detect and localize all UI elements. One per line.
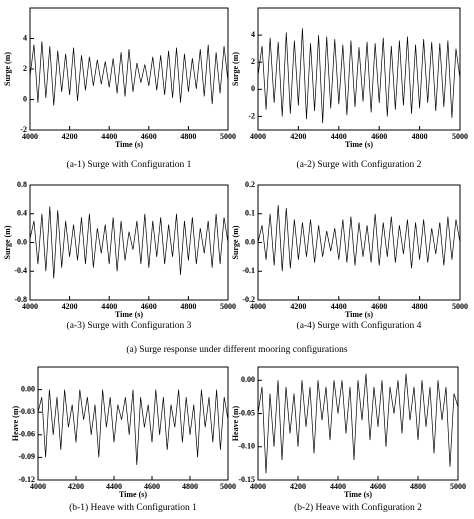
x-tick-label: 4400 xyxy=(331,132,347,141)
x-tick-label: 5000 xyxy=(452,132,468,141)
x-tick-label: 5000 xyxy=(452,302,468,311)
x-tick-label: 5000 xyxy=(220,132,236,141)
x-tick-label: 4400 xyxy=(101,132,117,141)
x-tick-label: 4200 xyxy=(62,302,78,311)
x-tick-label: 4600 xyxy=(141,302,157,311)
chart-caption: (a-3) Surge with Configuration 3 xyxy=(67,320,192,331)
x-tick-label: 4600 xyxy=(141,132,157,141)
x-tick-label: 4600 xyxy=(371,302,387,311)
x-axis-label: Time (s) xyxy=(119,490,147,499)
x-tick-label: 4600 xyxy=(144,482,160,491)
y-tick-label: 4 xyxy=(23,33,27,42)
x-tick-label: 4600 xyxy=(371,132,387,141)
x-tick-label: 4800 xyxy=(410,482,426,491)
x-tick-label: 4800 xyxy=(412,132,428,141)
x-tick-label: 4200 xyxy=(68,482,84,491)
data-line xyxy=(30,41,228,106)
x-tick-label: 4800 xyxy=(180,132,196,141)
x-tick-label: 4000 xyxy=(30,482,46,491)
y-axis-label: Surge (m) xyxy=(3,52,12,86)
y-tick-label: -0.4 xyxy=(14,266,27,275)
x-tick-label: 4400 xyxy=(106,482,122,491)
plot xyxy=(258,205,460,272)
x-axis-label: Time (s) xyxy=(345,140,373,149)
chart-caption: (a-2) Surge with Configuration 2 xyxy=(297,159,422,170)
y-axis-label: Surge (m) xyxy=(3,225,12,259)
plot xyxy=(258,28,460,124)
plot xyxy=(30,41,228,106)
y-tick-label: 2 xyxy=(23,64,27,73)
x-tick-label: 4000 xyxy=(22,132,38,141)
x-tick-label: 4400 xyxy=(331,302,347,311)
x-axis-label: Time (s) xyxy=(115,140,143,149)
figure-caption: (a) Surge response under different moori… xyxy=(126,344,348,355)
y-tick-label: 0.8 xyxy=(17,180,27,189)
chart-caption: (a-4) Surge with Configuration 4 xyxy=(297,320,422,331)
plot xyxy=(258,373,458,474)
y-axis-label: Heave (m) xyxy=(231,406,240,442)
data-line xyxy=(30,206,228,279)
y-axis-label: Surge (m) xyxy=(231,52,240,86)
plot xyxy=(30,206,228,279)
x-axis-label: Time (s) xyxy=(345,310,373,319)
x-tick-label: 4000 xyxy=(250,302,266,311)
x-tick-label: 4200 xyxy=(290,482,306,491)
x-tick-label: 4200 xyxy=(290,132,306,141)
chart-caption: (a-1) Surge with Configuration 1 xyxy=(67,159,192,170)
x-tick-label: 4600 xyxy=(370,482,386,491)
y-tick-label: -0.15 xyxy=(238,475,255,484)
x-tick-label: 4800 xyxy=(182,482,198,491)
y-tick-label: -0.05 xyxy=(238,408,255,417)
data-line xyxy=(258,28,460,124)
y-tick-label: 0.4 xyxy=(17,209,27,218)
x-tick-label: 4000 xyxy=(250,132,266,141)
x-tick-label: 4000 xyxy=(22,302,38,311)
chart-caption: (b-1) Heave with Configuration 1 xyxy=(69,502,197,513)
y-tick-label: 0.1 xyxy=(245,209,255,218)
plot-frame xyxy=(37,366,229,481)
y-tick-label: -0.1 xyxy=(242,266,255,275)
x-tick-label: 5000 xyxy=(220,482,236,491)
y-tick-label: 0.00 xyxy=(21,384,35,393)
x-tick-label: 4400 xyxy=(330,482,346,491)
y-tick-label: -0.09 xyxy=(18,452,35,461)
y-tick-label: 2 xyxy=(251,57,255,66)
plot xyxy=(38,389,228,465)
x-tick-label: 4000 xyxy=(250,482,266,491)
y-tick-label: 0.2 xyxy=(245,180,255,189)
y-tick-label: -0.03 xyxy=(18,407,35,416)
x-tick-label: 4800 xyxy=(412,302,428,311)
x-tick-label: 5000 xyxy=(450,482,466,491)
y-axis-label: Surge (m) xyxy=(231,225,240,259)
y-tick-label: -2 xyxy=(248,111,255,120)
y-tick-label: -0.12 xyxy=(18,475,35,484)
y-tick-label: -2 xyxy=(20,125,27,134)
chart-caption: (b-2) Heave with Configuration 2 xyxy=(294,502,422,513)
y-axis-label: Heave (m) xyxy=(11,406,20,442)
y-tick-label: -0.10 xyxy=(238,442,255,451)
data-line xyxy=(258,373,458,474)
y-tick-label: 4 xyxy=(251,30,255,39)
y-tick-label: -0.8 xyxy=(14,295,27,304)
data-line xyxy=(38,389,228,465)
y-tick-label: -0.06 xyxy=(18,430,35,439)
x-tick-label: 4200 xyxy=(290,302,306,311)
x-axis-label: Time (s) xyxy=(344,490,372,499)
plot-frame xyxy=(257,7,461,131)
y-tick-label: 0.0 xyxy=(17,237,27,246)
x-tick-label: 4400 xyxy=(101,302,117,311)
x-axis-label: Time (s) xyxy=(115,310,143,319)
x-tick-label: 5000 xyxy=(220,302,236,311)
y-tick-label: 0 xyxy=(251,84,255,93)
plot-frame xyxy=(257,366,459,481)
x-tick-label: 4800 xyxy=(180,302,196,311)
y-tick-label: 0.00 xyxy=(241,375,255,384)
y-tick-label: 0.0 xyxy=(245,237,255,246)
y-tick-label: -0.2 xyxy=(242,295,255,304)
x-tick-label: 4200 xyxy=(62,132,78,141)
y-tick-label: 0 xyxy=(23,94,27,103)
data-line xyxy=(258,205,460,272)
